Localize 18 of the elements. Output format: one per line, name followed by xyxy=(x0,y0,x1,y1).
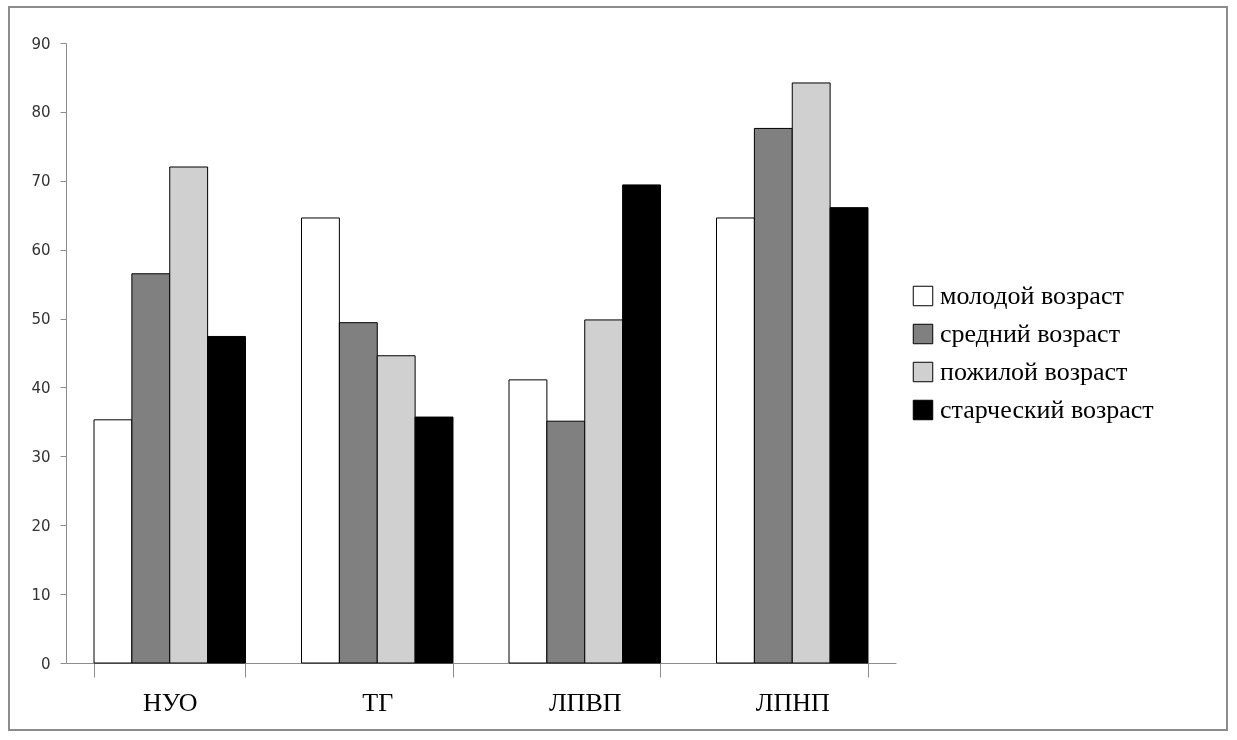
x-tick-label: ЛПНП xyxy=(755,687,830,717)
y-tick-label: 30 xyxy=(31,447,51,466)
y-tick-label: 50 xyxy=(31,310,51,329)
y-tick-label: 90 xyxy=(31,34,51,53)
x-tick-label: НУО xyxy=(142,687,198,717)
y-tick-label: 70 xyxy=(31,172,51,191)
y-tick-label: 0 xyxy=(40,654,51,673)
legend-label: пожилой возраст xyxy=(940,357,1128,386)
legend-label: средний возраст xyxy=(940,319,1121,348)
y-tick-label: 10 xyxy=(31,585,51,604)
x-tick-label: ЛПВП xyxy=(548,687,622,717)
legend-label: старческий возраст xyxy=(940,395,1154,424)
y-tick-label: 60 xyxy=(31,241,51,260)
y-tick-label: 40 xyxy=(31,378,51,397)
legend-label: молодой возраст xyxy=(940,281,1124,310)
x-tick-label: ТГ xyxy=(362,687,394,717)
y-tick-label: 20 xyxy=(31,516,51,535)
y-tick-label: 80 xyxy=(31,103,51,122)
